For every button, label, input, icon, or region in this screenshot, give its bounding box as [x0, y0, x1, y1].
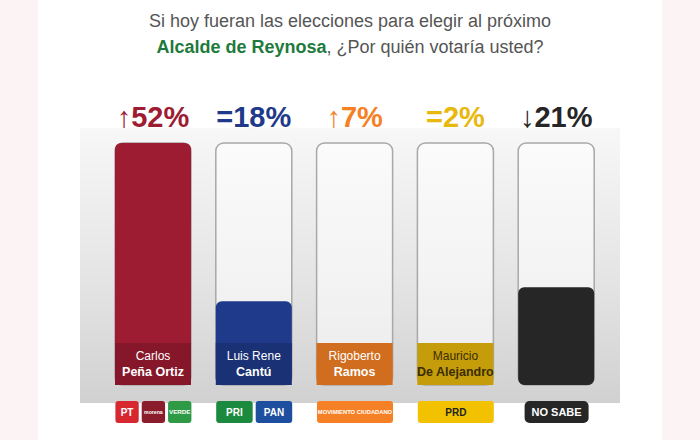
- svg-text:Cantú: Cantú: [236, 365, 271, 379]
- svg-text:PRD: PRD: [445, 407, 466, 418]
- svg-text:PT: PT: [121, 407, 134, 418]
- svg-text:NO SABE: NO SABE: [532, 406, 582, 418]
- svg-text:Ramos: Ramos: [334, 365, 376, 379]
- svg-text:=18%: =18%: [216, 101, 291, 133]
- svg-text:Carlos: Carlos: [136, 349, 171, 363]
- svg-text:Mauricio: Mauricio: [433, 349, 479, 363]
- svg-text:=2%: =2%: [426, 101, 485, 133]
- svg-text:↑52%: ↑52%: [117, 101, 190, 133]
- svg-text:↓21%: ↓21%: [520, 101, 593, 133]
- svg-text:Peña Ortiz: Peña Ortiz: [122, 365, 184, 379]
- svg-text:PAN: PAN: [264, 407, 284, 418]
- html-text:Alcalde de Reynosa, ¿Por quién: Alcalde de Reynosa, ¿Por quién votaría u…: [156, 37, 544, 57]
- svg-text:MOVIMIENTO CIUDADANO: MOVIMIENTO CIUDADANO: [318, 409, 393, 415]
- svg-text:Rigoberto: Rigoberto: [329, 349, 381, 363]
- svg-text:VERDE: VERDE: [169, 408, 190, 415]
- svg-text:De Alejandro: De Alejandro: [417, 365, 494, 379]
- html-text:Si hoy fueran las elecciones p: Si hoy fueran las elecciones para elegir…: [148, 11, 552, 31]
- svg-text:morena: morena: [144, 409, 163, 415]
- svg-text:PRI: PRI: [226, 407, 243, 418]
- svg-text:↑7%: ↑7%: [326, 101, 383, 133]
- svg-text:Luis Rene: Luis Rene: [227, 349, 281, 363]
